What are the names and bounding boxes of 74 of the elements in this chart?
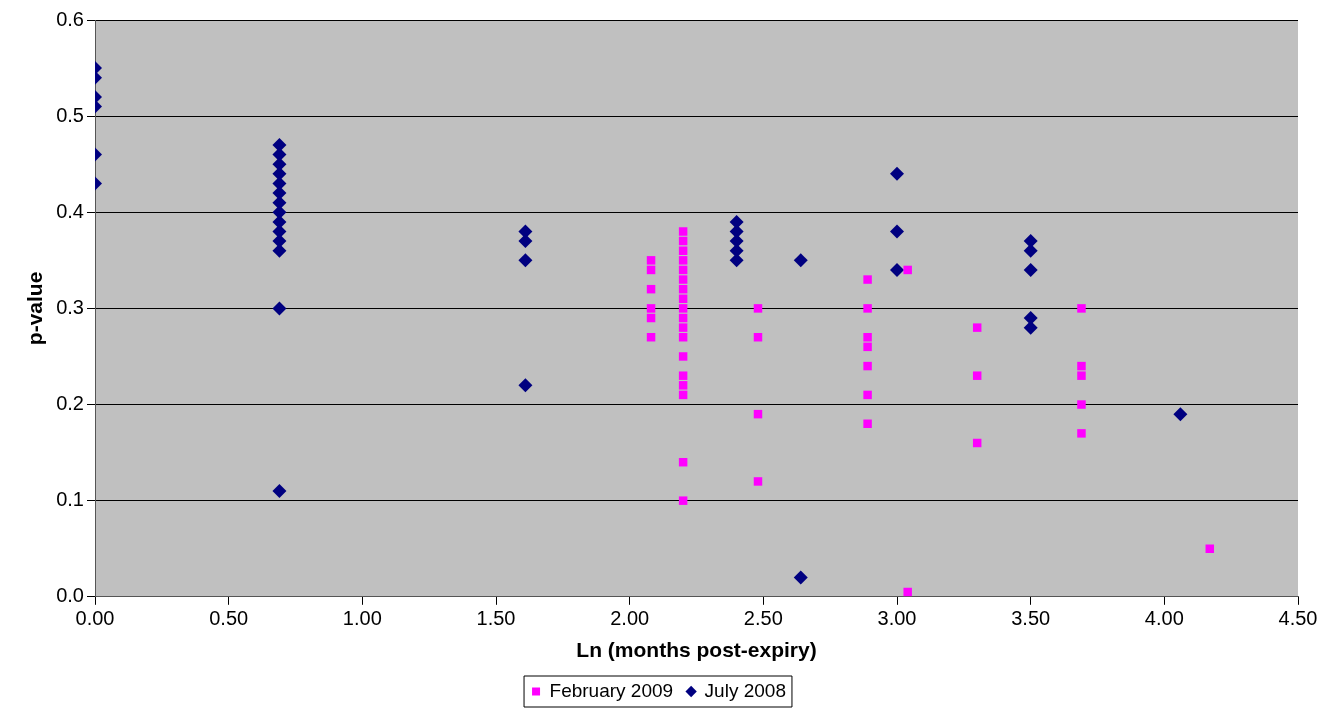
point [678,323,688,332]
point [272,301,287,316]
x-tick-label: 3.00 [877,607,917,630]
point [678,275,688,284]
point [272,205,287,220]
point [1077,429,1086,438]
point [678,256,688,265]
point [972,371,982,380]
point [863,342,872,352]
point [729,253,744,268]
legend-label: February 2009 [549,679,674,701]
x-tick-label: 3.50 [1011,607,1051,630]
point [793,570,808,585]
x-tick-label: 0.00 [75,607,115,630]
point [518,224,533,239]
point [890,262,904,277]
point [1023,262,1038,277]
x-tick-label: 2.00 [610,607,650,630]
point [1023,243,1038,258]
x-tick-label: 2.50 [743,607,783,630]
point [863,275,872,284]
point [863,419,872,428]
point [678,246,688,255]
point [753,477,763,486]
point [272,176,287,191]
point [646,304,656,313]
point [678,227,688,236]
point [1077,371,1086,380]
point [272,243,287,258]
point [678,304,688,313]
point [753,304,763,313]
point [890,224,904,239]
point [729,224,744,239]
legend-label: July 2008 [704,679,786,701]
y-tick-label: 0.3 [56,295,84,318]
point [1077,400,1086,409]
point [972,323,982,332]
y-axis-title: p-value [23,271,47,346]
y-tick-label: 0.1 [56,488,84,511]
point [1077,361,1086,371]
point [890,166,904,181]
point [1023,320,1038,335]
point [863,390,872,400]
point [1077,304,1086,313]
point [518,253,533,268]
point [678,352,688,361]
point [863,333,872,342]
point [863,304,872,313]
point [1173,407,1188,422]
x-tick-label: 1.00 [342,607,382,630]
point [903,587,912,597]
point [863,361,872,371]
point [272,484,287,499]
point [1205,544,1215,553]
point [646,256,656,265]
x-tick-label: 0.50 [209,607,249,630]
point [272,137,287,152]
point [272,224,287,239]
point [678,496,688,505]
x-axis-title: Ln (months post-expiry) [576,638,817,662]
point [793,253,808,268]
x-tick-label: 4.00 [1144,607,1184,630]
x-tick-label: 1.50 [476,607,516,630]
y-tick-label: 0.5 [56,103,84,126]
y-tick-label: 0.2 [56,392,84,415]
y-tick-label: 0.4 [56,199,84,222]
point [518,234,533,249]
x-tick-label: 4.50 [1278,607,1318,630]
y-tick-label: 0.6 [56,7,84,30]
point [678,371,688,380]
point [903,265,912,275]
point [678,381,688,390]
point [518,378,533,393]
y-tick-label: 0.0 [56,584,84,607]
